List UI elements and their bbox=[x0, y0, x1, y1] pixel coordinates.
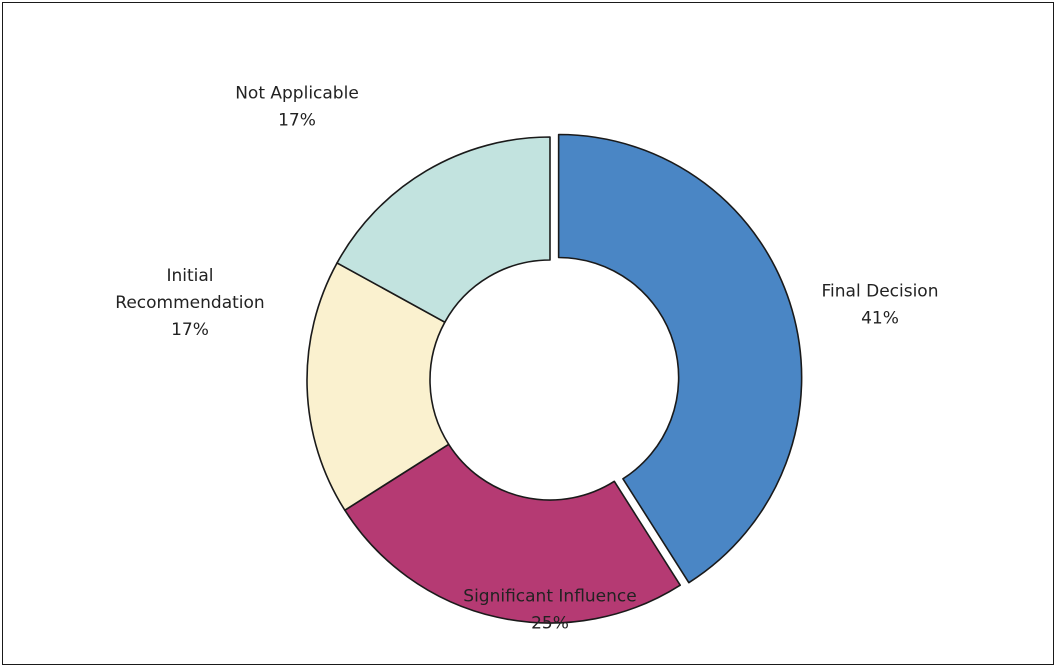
slice-final-decision bbox=[557, 133, 803, 584]
slice-name-label: Not Applicable bbox=[235, 84, 359, 104]
slice-label: Significant Influence 25% bbox=[463, 587, 636, 634]
slice-label: Not Applicable 17% bbox=[235, 84, 359, 131]
slice-percent-label: 17% bbox=[278, 111, 316, 131]
slice-name-label: Recommendation bbox=[115, 293, 264, 313]
slice-significant-influence bbox=[344, 443, 682, 624]
slice-not-applicable bbox=[336, 136, 551, 323]
slice-label: Initial Recommendation 17% bbox=[115, 266, 264, 340]
slice-percent-label: 17% bbox=[171, 320, 209, 340]
slice-initial-recommendation bbox=[306, 262, 450, 512]
slice-label: Final Decision 41% bbox=[822, 282, 939, 329]
slice-name-label: Final Decision bbox=[822, 282, 939, 302]
slice-name-label: Significant Influence bbox=[463, 587, 636, 607]
slice-percent-label: 41% bbox=[861, 309, 899, 329]
slice-name-label: Initial bbox=[166, 266, 213, 286]
slice-percent-label: 25% bbox=[531, 614, 569, 634]
